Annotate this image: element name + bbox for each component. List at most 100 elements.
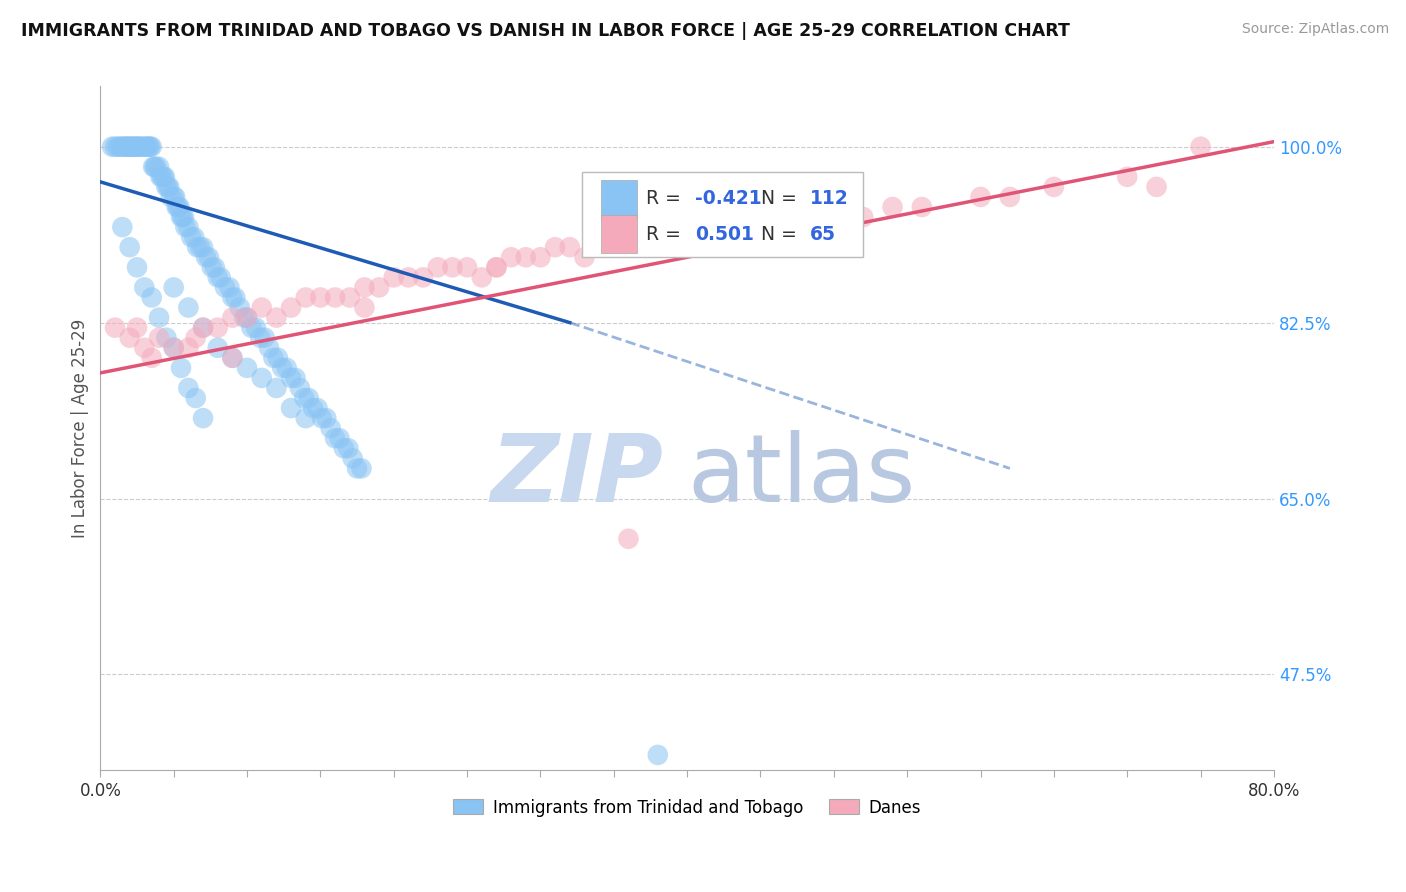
Point — [720, 220, 742, 235]
Point — [166, 200, 188, 214]
Point — [177, 341, 200, 355]
Point — [134, 139, 156, 153]
Point — [148, 160, 170, 174]
Point — [471, 270, 494, 285]
Point — [319, 421, 342, 435]
Text: 0.501: 0.501 — [696, 225, 754, 244]
Point — [204, 260, 226, 275]
Point — [647, 747, 669, 762]
Point — [969, 190, 991, 204]
Point — [529, 250, 551, 264]
Point — [763, 210, 786, 224]
Point — [139, 139, 162, 153]
Point — [236, 360, 259, 375]
Point — [170, 210, 193, 224]
Point — [163, 341, 186, 355]
Text: IMMIGRANTS FROM TRINIDAD AND TOBAGO VS DANISH IN LABOR FORCE | AGE 25-29 CORRELA: IMMIGRANTS FROM TRINIDAD AND TOBAGO VS D… — [21, 22, 1070, 40]
Point — [104, 320, 127, 334]
Point — [150, 169, 173, 184]
Point — [148, 310, 170, 325]
Point — [191, 320, 214, 334]
Point — [911, 200, 934, 214]
Point — [118, 331, 141, 345]
Point — [647, 230, 669, 244]
Point — [456, 260, 478, 275]
Point — [998, 190, 1021, 204]
Point — [163, 280, 186, 294]
Point — [250, 301, 273, 315]
Point — [221, 351, 243, 365]
Point — [734, 210, 756, 224]
Point — [280, 371, 302, 385]
Point — [346, 461, 368, 475]
Point — [173, 210, 195, 224]
Point — [172, 210, 194, 224]
Point — [207, 270, 229, 285]
Point — [135, 139, 157, 153]
Point — [323, 431, 346, 445]
Point — [544, 240, 567, 254]
Point — [233, 310, 256, 325]
Point — [288, 381, 311, 395]
Point — [191, 411, 214, 425]
Point — [111, 139, 134, 153]
Point — [141, 291, 163, 305]
FancyBboxPatch shape — [582, 172, 863, 257]
Point — [603, 230, 626, 244]
Point — [690, 220, 713, 235]
Point — [207, 320, 229, 334]
Point — [117, 139, 139, 153]
Point — [617, 230, 640, 244]
Point — [170, 360, 193, 375]
Text: 65: 65 — [810, 225, 837, 244]
Point — [823, 210, 845, 224]
Point — [350, 461, 373, 475]
Point — [104, 139, 127, 153]
Point — [294, 411, 316, 425]
Point — [515, 250, 537, 264]
Point — [155, 180, 177, 194]
Point — [153, 169, 176, 184]
Point — [191, 320, 214, 334]
Point — [121, 139, 143, 153]
Text: R =: R = — [647, 225, 688, 244]
Point — [266, 381, 288, 395]
Point — [159, 190, 181, 204]
Point — [155, 331, 177, 345]
Point — [142, 160, 165, 174]
Point — [114, 139, 136, 153]
Point — [141, 351, 163, 365]
Point — [382, 270, 405, 285]
Point — [221, 310, 243, 325]
Point — [157, 180, 180, 194]
Point — [240, 320, 263, 334]
Point — [224, 291, 246, 305]
Point — [294, 291, 316, 305]
Point — [501, 250, 523, 264]
Point — [276, 360, 298, 375]
Point — [266, 310, 288, 325]
Point — [257, 341, 280, 355]
Point — [779, 220, 801, 235]
Y-axis label: In Labor Force | Age 25-29: In Labor Force | Age 25-29 — [72, 318, 89, 538]
Point — [156, 180, 179, 194]
Text: N =: N = — [761, 189, 803, 209]
Text: atlas: atlas — [688, 430, 915, 522]
Point — [129, 139, 152, 153]
Point — [661, 230, 683, 244]
Point — [302, 401, 325, 415]
Point — [201, 260, 224, 275]
Point — [253, 331, 276, 345]
Point — [353, 301, 375, 315]
Point — [250, 371, 273, 385]
Point — [107, 139, 129, 153]
Text: R =: R = — [647, 189, 688, 209]
Point — [134, 341, 156, 355]
Point — [315, 411, 337, 425]
Point — [148, 331, 170, 345]
Point — [209, 270, 232, 285]
Point — [236, 310, 259, 325]
Point — [145, 160, 167, 174]
Point — [676, 220, 699, 235]
Point — [101, 139, 124, 153]
